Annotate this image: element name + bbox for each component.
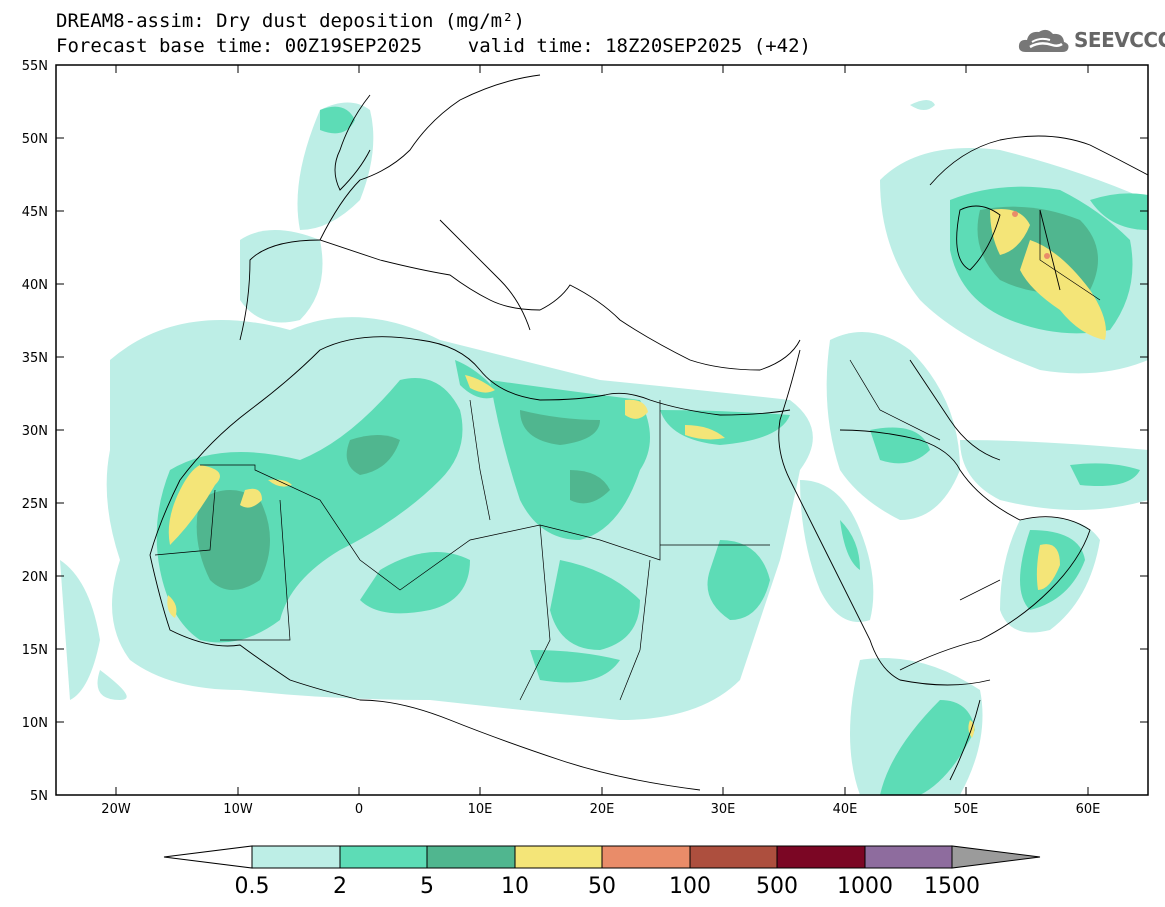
colorbar-swatch — [864, 845, 953, 869]
lat-label: 30N — [22, 424, 48, 439]
lon-ticks — [115, 65, 1089, 795]
lat-label: 50N — [22, 132, 48, 147]
lat-label: 45N — [22, 205, 48, 220]
lat-label: 20N — [22, 570, 48, 585]
colorbar-label: 10 — [501, 874, 529, 899]
lat-label: 10N — [22, 716, 48, 731]
lat-label: 15N — [22, 643, 48, 658]
colorbar-label: 50 — [588, 874, 616, 899]
lon-label: 50E — [954, 802, 979, 817]
colorbar — [163, 845, 1041, 869]
colorbar-label: 100 — [669, 874, 711, 899]
colorbar-label: 1000 — [837, 874, 893, 899]
lon-label: 60E — [1076, 802, 1101, 817]
coastlines — [149, 74, 1148, 791]
colorbar-over-arrow — [951, 845, 1041, 869]
colorbar-under-arrow — [163, 845, 253, 869]
colorbar-swatch — [601, 845, 691, 869]
lat-label: 5N — [30, 789, 48, 804]
lat-label: 40N — [22, 278, 48, 293]
colorbar-swatch — [426, 845, 516, 869]
lon-label: 10E — [468, 802, 493, 817]
lat-label: 55N — [22, 59, 48, 74]
seevccc-logo: SEEVCCC — [1018, 24, 1165, 56]
dust-field — [60, 100, 1148, 795]
colorbar-swatch — [689, 845, 778, 869]
lon-label: 20E — [590, 802, 615, 817]
colorbar-label: 500 — [756, 874, 798, 899]
colorbar-label: 5 — [420, 874, 434, 899]
map-title: DREAM8-assim: Dry dust deposition (mg/m²… — [56, 10, 525, 32]
lat-label: 35N — [22, 351, 48, 366]
colorbar-swatch — [514, 845, 603, 869]
colorbar-label: 0.5 — [235, 874, 270, 899]
borders — [154, 210, 1101, 701]
lon-label: 0 — [355, 802, 363, 817]
lon-label: 10W — [223, 802, 253, 817]
colorbar-swatch — [251, 845, 341, 869]
lat-ticks — [56, 64, 1148, 796]
colorbar-swatch — [776, 845, 866, 869]
lon-label: 30E — [711, 802, 736, 817]
colorbar-label: 2 — [333, 874, 347, 899]
lon-label: 40E — [833, 802, 858, 817]
lat-label: 25N — [22, 497, 48, 512]
lon-label: 20W — [101, 802, 131, 817]
cloud-icon — [1018, 29, 1069, 52]
colorbar-swatch — [339, 845, 428, 869]
logo-text: SEEVCCC — [1074, 28, 1165, 52]
forecast-time-subtitle: Forecast base time: 00Z19SEP2025 valid t… — [56, 35, 811, 57]
colorbar-label: 1500 — [924, 874, 980, 899]
